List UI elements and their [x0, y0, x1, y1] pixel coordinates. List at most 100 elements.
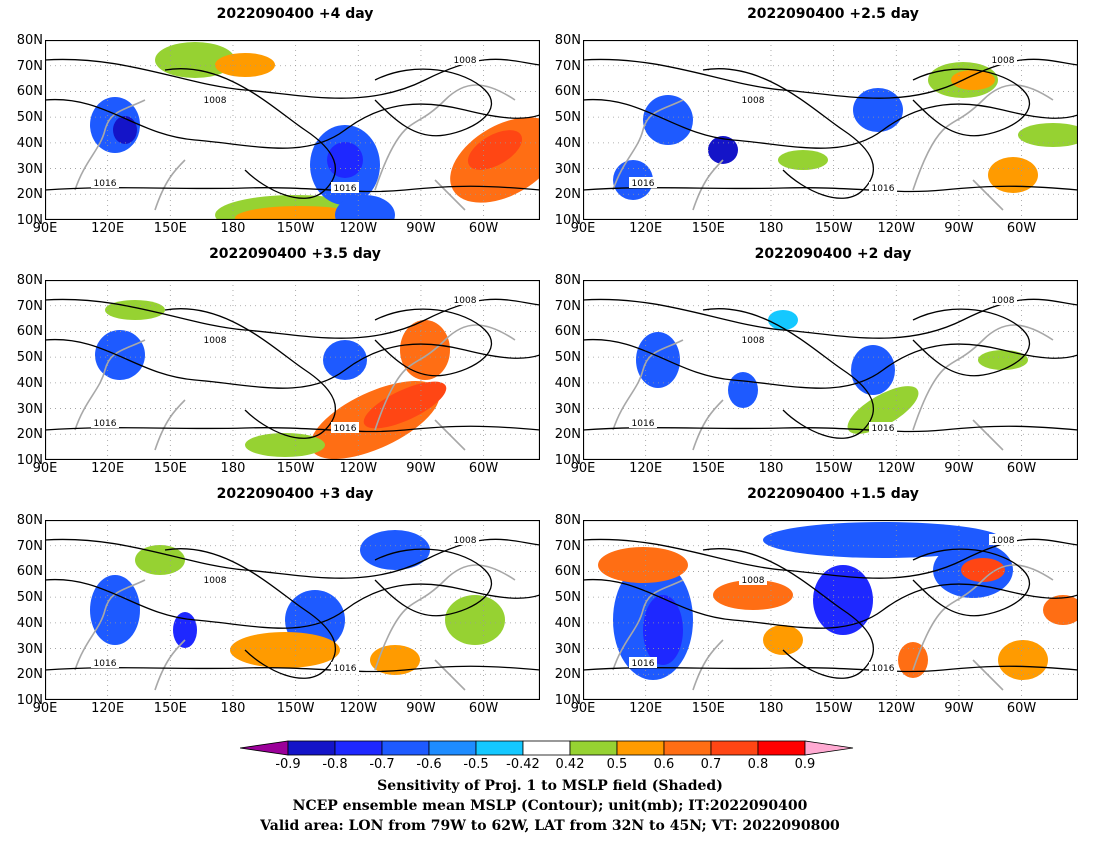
sensitivity-shading	[636, 310, 1028, 434]
lon-label: 180	[758, 221, 784, 236]
lat-label: 80N	[16, 273, 43, 288]
shading-region	[951, 70, 995, 90]
shading-region	[135, 545, 185, 575]
lat-label: 10N	[554, 693, 581, 708]
lon-label: 120E	[629, 701, 663, 716]
lat-label: 50N	[554, 350, 581, 366]
contour-label: 1016	[872, 664, 895, 674]
lat-label: 30N	[554, 401, 581, 417]
lat-label: 20N	[554, 667, 581, 683]
panel-title-5: 2022090400 +3 day	[216, 486, 374, 502]
map-plot: 1016 1008 1016 1008	[583, 40, 1078, 220]
contour-label: 1016	[334, 664, 357, 674]
lat-label: 20N	[16, 667, 43, 683]
lat-label: 80N	[554, 513, 581, 528]
lon-label: 120W	[339, 221, 378, 236]
contour-label: 1008	[742, 576, 765, 586]
shading-region	[636, 332, 680, 388]
mslp-contours: 1016 1008 1016 1008	[45, 294, 540, 439]
coastline	[612, 564, 1054, 691]
shading-region	[1043, 595, 1078, 625]
colorbar: -0.9 -0.8 -0.7 -0.6 -0.5 -0.42 0.42 0.5 0.6 0.7 0.…	[239, 740, 860, 772]
shading-region	[327, 142, 363, 178]
lon-label: 150E	[691, 461, 725, 476]
colorbar-triangle-low	[239, 740, 289, 756]
shading-region	[113, 116, 137, 144]
lon-label: 120E	[91, 701, 125, 716]
shading-region	[853, 88, 903, 132]
shading-region	[363, 381, 447, 429]
lon-label: 90W	[944, 221, 974, 236]
lon-label: 150E	[691, 221, 725, 236]
map-panel-1: 1016 1008 1016 1008	[45, 40, 540, 220]
map-plot: 1016 1008 1016 1008	[583, 520, 1078, 700]
sensitivity-shading	[90, 42, 540, 220]
mslp-contours: 1016 1008 1016 1008	[583, 54, 1078, 199]
contour-label: 1016	[872, 184, 895, 194]
contour-label: 1008	[992, 296, 1015, 306]
lon-label: 90W	[406, 221, 436, 236]
lat-label: 10N	[16, 693, 43, 708]
lat-label: 40N	[16, 375, 43, 391]
colorbar-swatch	[757, 740, 806, 756]
colorbar-tick-label: 0.8	[747, 757, 769, 772]
caption-line-2: NCEP ensemble mean MSLP (Contour); unit(…	[292, 798, 808, 814]
graticule	[583, 520, 1078, 700]
contour-label: 1008	[742, 96, 765, 106]
shading-region	[988, 157, 1038, 193]
shading-region	[643, 95, 693, 145]
map-frame	[583, 40, 1078, 220]
lon-label: 150E	[691, 701, 725, 716]
lon-label: 90E	[570, 701, 596, 716]
colorbar-swatch	[334, 740, 383, 756]
shading-region	[95, 330, 145, 380]
lat-label: 80N	[16, 513, 43, 528]
lon-label: 60W	[1006, 701, 1037, 716]
shading-region	[360, 530, 430, 570]
lat-label: 20N	[16, 187, 43, 203]
coastline	[74, 564, 516, 691]
mslp-contours: 1016 1008 1016 1008	[583, 294, 1078, 439]
lon-label: 120E	[91, 461, 125, 476]
lat-label: 60N	[554, 324, 581, 340]
lat-label: 60N	[16, 84, 43, 100]
lon-label: 150W	[814, 221, 853, 236]
colorbar-tick-label: 0.5	[606, 757, 628, 772]
shading-region	[847, 386, 919, 434]
colorbar-tick-label: -0.7	[369, 757, 395, 772]
lon-label: 180	[220, 461, 246, 476]
contour-label: 1016	[632, 659, 655, 669]
shading-region	[763, 522, 1003, 558]
map-panel-3: 1016 1008 1016 1008	[45, 280, 540, 460]
contour-label: 1016	[94, 419, 117, 429]
coastline	[74, 84, 516, 211]
contour-label: 1008	[454, 536, 477, 546]
shading-region	[370, 645, 420, 675]
map-frame	[45, 280, 540, 460]
map-frame	[583, 280, 1078, 460]
lon-label: 150W	[276, 221, 315, 236]
lat-label: 10N	[16, 453, 43, 468]
lon-label: 150W	[814, 701, 853, 716]
colorbar-swatch	[381, 740, 430, 756]
graticule	[45, 40, 540, 220]
lon-label: 180	[758, 701, 784, 716]
sensitivity-shading	[598, 522, 1078, 680]
shading-region	[173, 612, 197, 648]
contour-label: 1008	[454, 296, 477, 306]
map-frame	[45, 40, 540, 220]
lat-label: 80N	[554, 33, 581, 48]
contour-label: 1016	[94, 179, 117, 189]
colorbar-swatch	[522, 740, 571, 756]
lon-label: 150W	[814, 461, 853, 476]
shading-region	[90, 575, 140, 645]
lon-label: 150W	[276, 461, 315, 476]
lon-label: 90W	[944, 701, 974, 716]
colorbar-swatch	[569, 740, 618, 756]
panel-title-2: 2022090400 +2.5 day	[747, 6, 919, 22]
shading-region	[778, 150, 828, 170]
contour-label: 1008	[204, 96, 227, 106]
lat-label: 70N	[16, 298, 43, 314]
contour-label: 1008	[454, 56, 477, 66]
sensitivity-shading	[613, 62, 1078, 200]
